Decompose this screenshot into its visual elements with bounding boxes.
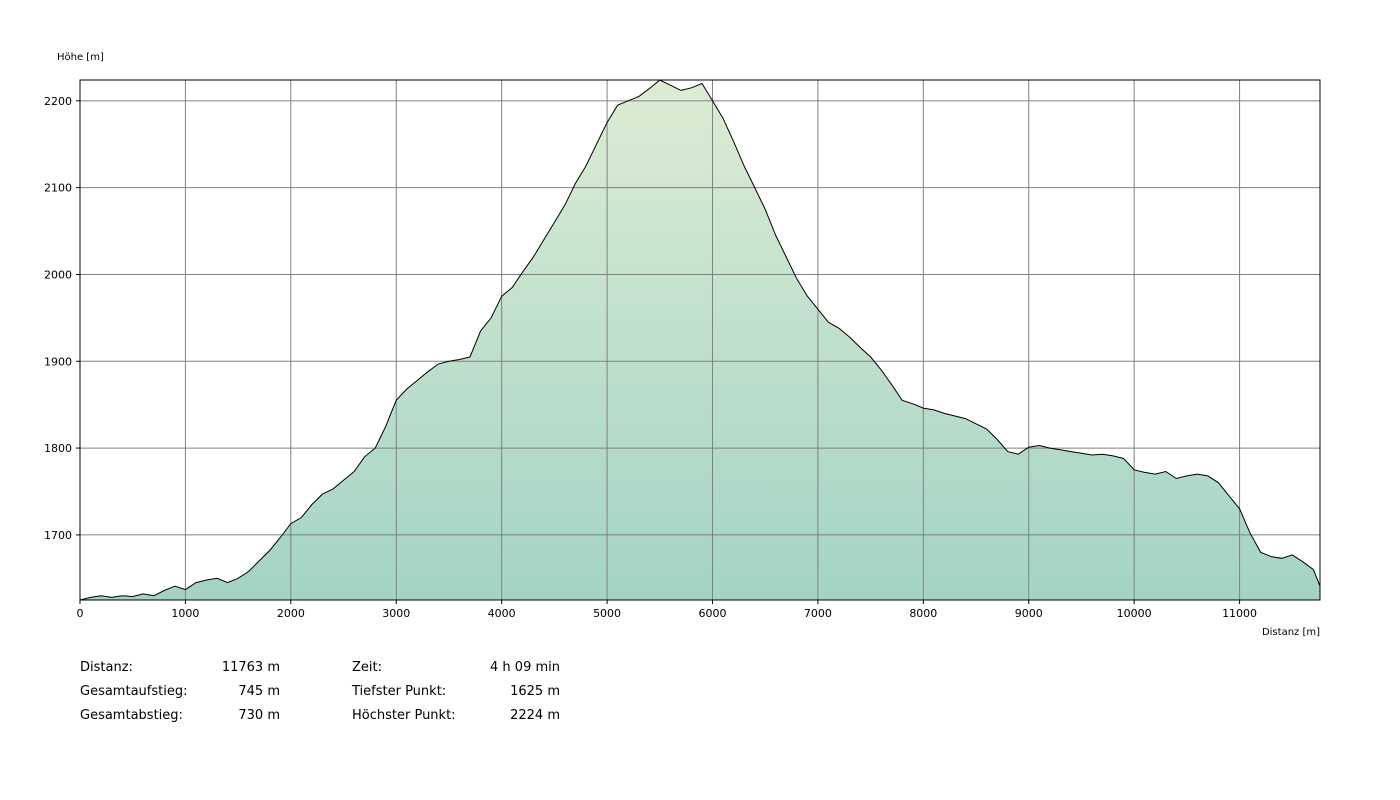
x-tick-label: 10000 — [1117, 607, 1152, 620]
stat-label: Gesamtaufstieg: — [80, 684, 188, 699]
stat-label: Tiefster Punkt: — [352, 684, 447, 699]
x-tick-label: 6000 — [698, 607, 726, 620]
x-axis-label: Distanz [m] — [1262, 627, 1320, 638]
stat-value: 2224 m — [510, 708, 560, 723]
stat-row-highest: Höchster Punkt: 2224 m — [352, 704, 582, 728]
x-tick-label: 7000 — [804, 607, 832, 620]
x-tick-label: 4000 — [488, 607, 516, 620]
plot-frame — [79, 79, 1321, 601]
stat-row-descent: Gesamtabstieg: 730 m — [80, 704, 300, 728]
stat-row-distance: Distanz: 11763 m — [80, 656, 300, 680]
stat-value: 4 h 09 min — [490, 660, 560, 675]
x-tick-label: 9000 — [1015, 607, 1043, 620]
x-tick-label: 1000 — [171, 607, 199, 620]
x-tick-label: 2000 — [277, 607, 305, 620]
stat-label: Distanz: — [80, 660, 133, 675]
stat-value: 1625 m — [510, 684, 560, 699]
x-tick-label: 5000 — [593, 607, 621, 620]
stat-label: Höchster Punkt: — [352, 708, 456, 723]
x-tick-label: 11000 — [1222, 607, 1257, 620]
stat-value: 730 m — [238, 708, 280, 723]
stats-left-panel: Distanz: 11763 m Gesamtaufstieg: 745 m G… — [80, 656, 300, 728]
stats-right-panel: Zeit: 4 h 09 min Tiefster Punkt: 1625 m … — [352, 656, 582, 728]
elevation-line — [79, 79, 1321, 601]
y-tick-label: 2100 — [44, 182, 72, 195]
y-axis-label: Höhe [m] — [57, 52, 104, 63]
y-tick-label: 1700 — [44, 529, 72, 542]
x-tick-label: 3000 — [382, 607, 410, 620]
stat-value: 745 m — [238, 684, 280, 699]
x-tick-label: 0 — [77, 607, 84, 620]
stat-value: 11763 m — [221, 660, 280, 675]
elevation-chart: Höhe [m] Distanz [m] 0 1000 2000 3000 4000 50… — [44, 52, 1321, 638]
y-tick-label: 2000 — [44, 268, 72, 281]
elevation-area — [80, 80, 1320, 600]
y-tick-label: 1900 — [44, 355, 72, 368]
stat-label: Zeit: — [352, 660, 382, 675]
stat-row-time: Zeit: 4 h 09 min — [352, 656, 582, 680]
stat-row-lowest: Tiefster Punkt: 1625 m — [352, 680, 582, 704]
stat-label: Gesamtabstieg: — [80, 708, 183, 723]
stat-row-ascent: Gesamtaufstieg: 745 m — [80, 680, 300, 704]
y-tick-label: 2200 — [44, 95, 72, 108]
y-tick-label: 1800 — [44, 442, 72, 455]
x-tick-label: 8000 — [909, 607, 937, 620]
